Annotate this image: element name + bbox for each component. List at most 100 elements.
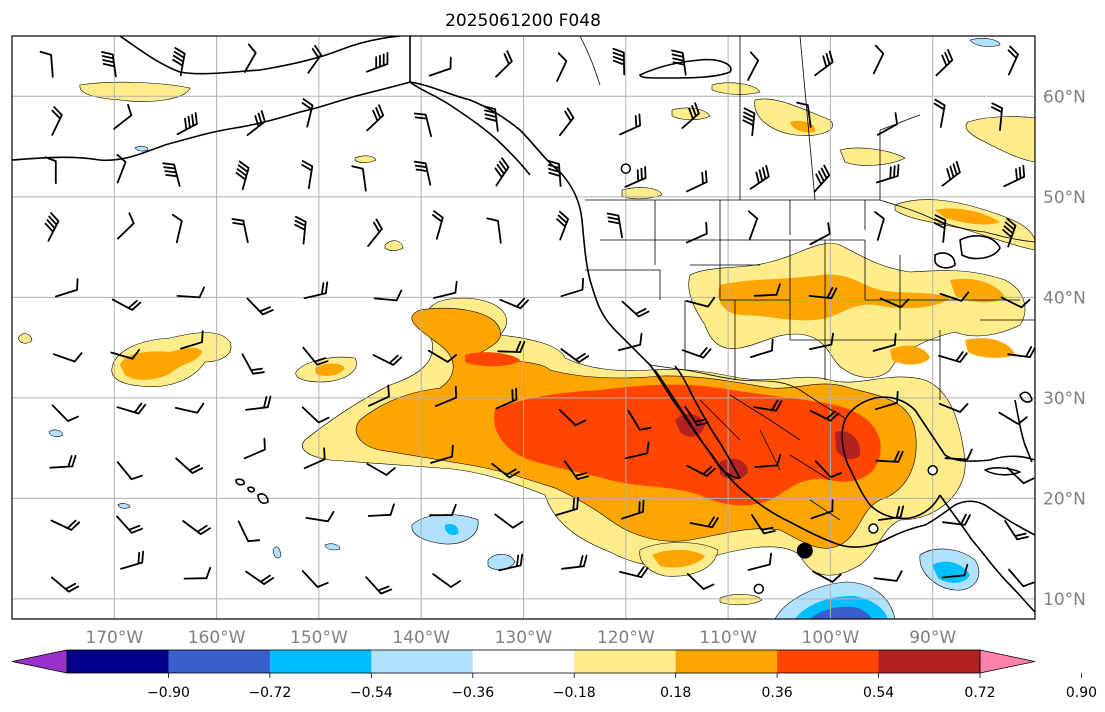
open-station-marker (753, 583, 765, 595)
wind-barb (110, 349, 140, 360)
wind-barb (111, 298, 142, 311)
colorbar-label: −0.72 (248, 685, 291, 701)
wind-barb (684, 405, 709, 426)
filled-station-marker (796, 542, 813, 559)
wind-barb (351, 165, 367, 192)
wind-barb (750, 338, 774, 358)
lake-outline (934, 252, 956, 269)
wind-barb (933, 98, 946, 128)
colorbar-extend-high (979, 649, 1036, 674)
wind-barb (373, 289, 403, 302)
red-orange-core (494, 384, 881, 506)
orange-patch (652, 549, 705, 568)
wind-barb (814, 50, 834, 77)
wind-barb (241, 353, 265, 375)
light-blue-patch (117, 503, 131, 509)
wind-barb (941, 160, 961, 187)
border-layer (579, 36, 1035, 521)
wind-barb (367, 503, 395, 517)
wind-barb (621, 300, 650, 318)
wind-barb (624, 441, 650, 460)
colorbar-segment (777, 650, 880, 673)
wind-barb (1006, 467, 1035, 485)
station-marker-layer (620, 163, 938, 595)
colorbar-label: 0.36 (762, 685, 793, 701)
wind-barb (413, 112, 432, 137)
wind-barb (942, 513, 971, 526)
wind-barb (116, 515, 143, 534)
wind-barb (301, 406, 330, 424)
wind-barb (814, 460, 842, 479)
latitude-label: 30°N (1043, 389, 1086, 409)
map-frame (11, 35, 1036, 620)
wind-barb (52, 352, 83, 363)
colorbar: −0.90 −0.72 −0.54 −0.36 −0.18 0.18 0.36 0.54 0.7… (11, 649, 1097, 701)
wind-barb (367, 218, 383, 247)
wind-barb (171, 213, 183, 244)
wind-barb (116, 402, 147, 415)
wind-barb (302, 346, 329, 366)
wind-barb (808, 332, 834, 350)
light-blue-patch (324, 543, 341, 551)
wind-barb (182, 520, 211, 535)
colorbar-segment (371, 650, 474, 673)
wind-barb (941, 563, 969, 579)
longitude-label: 140°W (392, 628, 450, 648)
wind-barb (498, 553, 524, 572)
wind-barb (495, 50, 513, 78)
wind-barb (612, 47, 626, 76)
wind-barb (874, 211, 885, 241)
light-yellow-patch (688, 243, 1026, 378)
island-outline (984, 467, 1021, 476)
wind-barb (44, 212, 60, 242)
latitude-label: 50°N (1043, 188, 1086, 208)
wind-barb (1008, 568, 1035, 588)
wind-barb (754, 454, 782, 468)
latitude-label: 10°N (1043, 590, 1086, 610)
colorbar-label: −0.18 (553, 685, 596, 701)
wind-barb (873, 570, 903, 582)
wind-barb-layer (39, 43, 1035, 595)
longitude-label: 170°W (85, 628, 143, 648)
wind-barb (51, 106, 63, 136)
wind-barb (434, 385, 457, 407)
wind-barb (606, 212, 623, 239)
wind-barb (624, 166, 647, 188)
wind-barb (494, 513, 524, 529)
wind-barb (689, 516, 719, 529)
wind-barb (413, 160, 432, 186)
wind-barb (559, 107, 575, 137)
wind-barb (938, 402, 969, 413)
open-station-marker (620, 163, 632, 174)
alaska-coast (12, 36, 411, 162)
wind-barb (427, 349, 458, 363)
wind-barb (808, 287, 838, 300)
wind-barb (872, 44, 885, 75)
wind-barb (939, 291, 970, 302)
wind-barb (1004, 520, 1029, 541)
wind-barb (50, 519, 81, 531)
wind-barb (231, 218, 249, 244)
wind-barb (681, 102, 700, 129)
wind-barb (55, 278, 79, 298)
wind-barb (494, 157, 510, 187)
wind-barb (877, 505, 905, 521)
gulf-coast (841, 396, 1035, 520)
light-blue-patch (272, 546, 282, 559)
colorbar-label: −0.36 (451, 685, 494, 701)
wind-barb (747, 51, 759, 81)
wind-barb (1000, 296, 1031, 309)
wind-barb (879, 297, 910, 309)
light-yellow-patch (17, 333, 33, 344)
wind-barb (810, 499, 834, 520)
colorbar-segment (574, 650, 677, 673)
wind-barb (933, 214, 947, 243)
island-outline (247, 486, 255, 493)
wind-barb (243, 43, 257, 73)
wind-barb (120, 550, 144, 570)
light-yellow-patch (384, 240, 404, 251)
wind-barb (172, 47, 186, 77)
wind-barb (116, 461, 143, 481)
wind-barb (307, 44, 322, 74)
